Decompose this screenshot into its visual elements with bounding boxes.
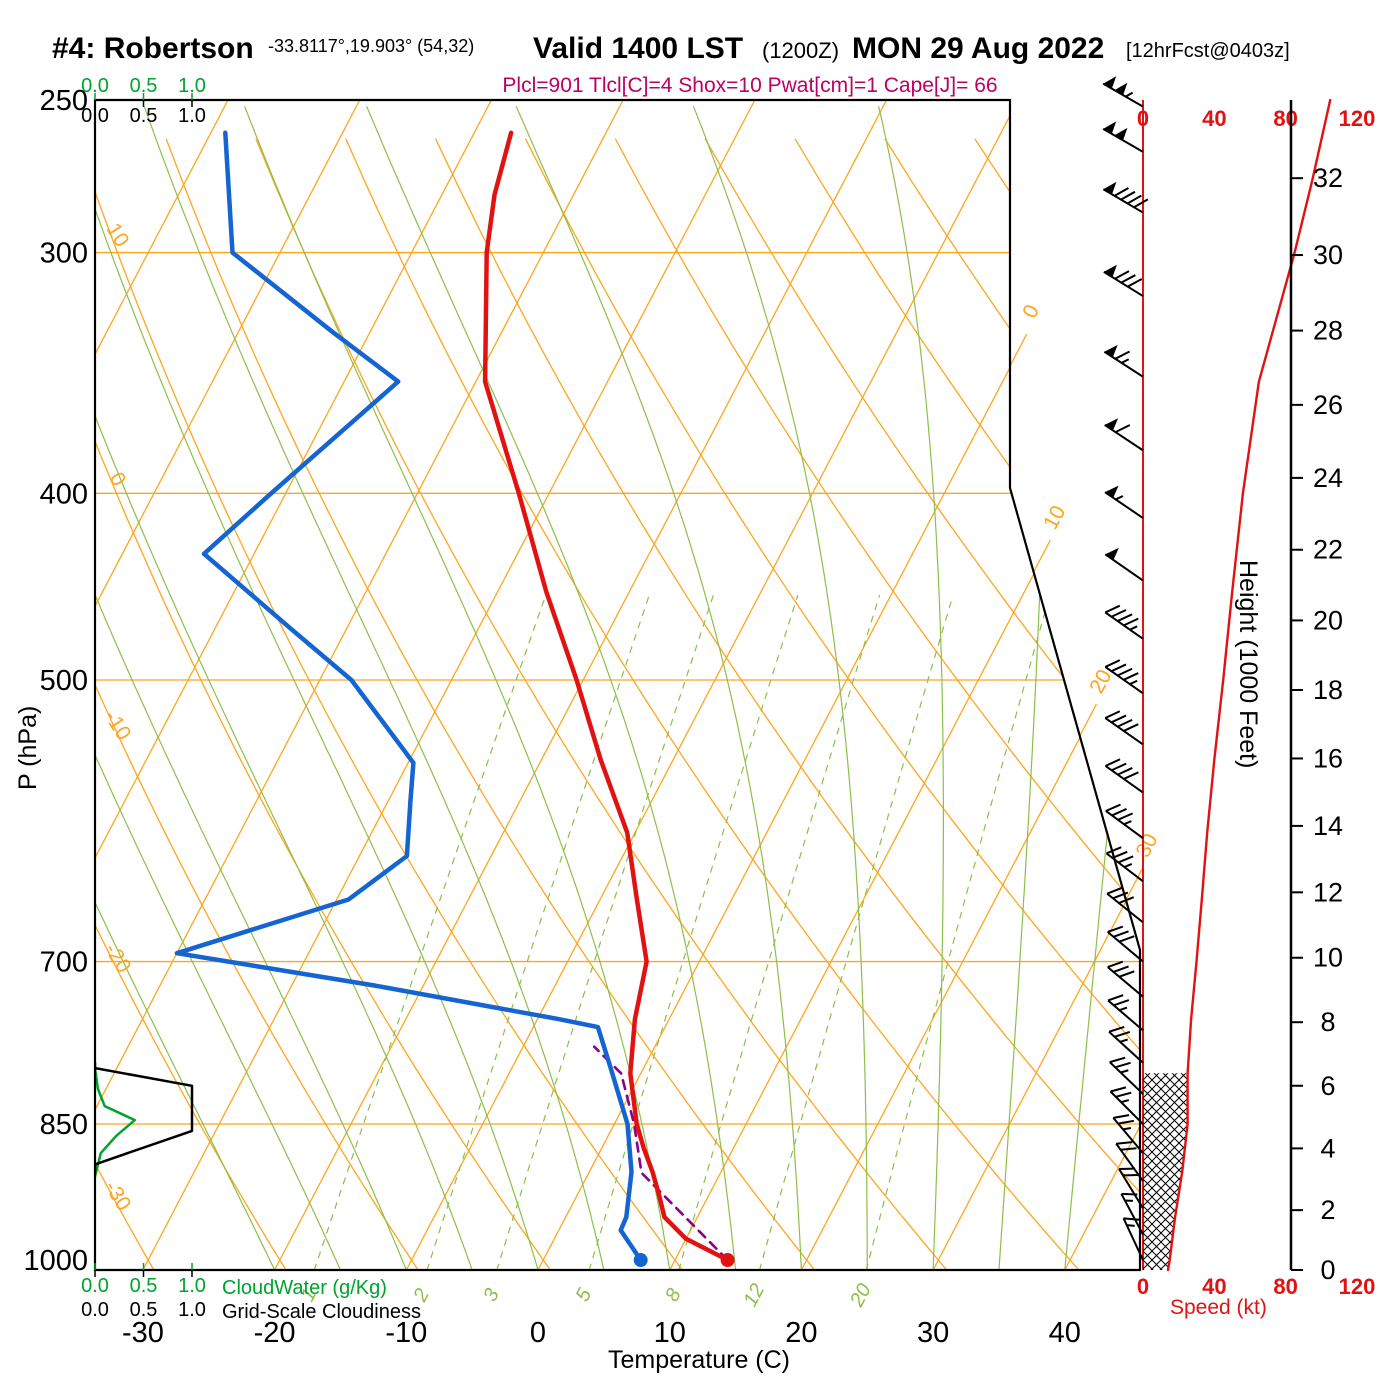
svg-text:30: 30 [917, 1317, 949, 1349]
svg-text:80: 80 [1273, 1274, 1297, 1299]
svg-text:-10: -10 [385, 1317, 427, 1349]
svg-text:0: 0 [1018, 301, 1044, 322]
svg-text:40: 40 [1202, 106, 1226, 131]
svg-text:4: 4 [1320, 1133, 1335, 1163]
svg-text:500: 500 [40, 665, 88, 697]
background-grid [95, 100, 1140, 1270]
dewpoint-curve [174, 130, 643, 1263]
station-coords: -33.8117°,19.903° (54,32) [268, 36, 475, 56]
forecast-tag: [12hrFcst@0403z] [1126, 40, 1290, 62]
svg-text:250: 250 [40, 85, 88, 117]
svg-text:2: 2 [1320, 1195, 1335, 1225]
svg-text:0.5: 0.5 [130, 1299, 158, 1321]
svg-text:24: 24 [1313, 463, 1343, 493]
svg-text:10: 10 [1039, 502, 1070, 533]
svg-text:700: 700 [40, 947, 88, 979]
svg-text:12: 12 [1313, 877, 1343, 907]
svg-text:1.0: 1.0 [178, 1299, 206, 1321]
svg-text:20: 20 [785, 1317, 817, 1349]
svg-text:3: 3 [479, 1285, 504, 1305]
svg-text:12: 12 [739, 1280, 769, 1310]
speed-axis-title: Speed (kt) [1170, 1296, 1267, 1319]
svg-text:0: 0 [1137, 1274, 1149, 1299]
svg-text:40: 40 [1049, 1317, 1081, 1349]
stability-indices-line: Plcl=901 Tlcl[C]=4 Shox=10 Pwat[cm]=1 Ca… [502, 74, 998, 97]
svg-text:1.0: 1.0 [178, 105, 206, 127]
svg-text:1000: 1000 [23, 1245, 88, 1277]
svg-text:8: 8 [1320, 1007, 1335, 1037]
svg-text:5: 5 [572, 1284, 597, 1305]
svg-text:20: 20 [1313, 605, 1343, 635]
valid-zulu: (1200Z) [762, 38, 840, 63]
valid-date: MON 29 Aug 2022 [852, 32, 1105, 65]
svg-text:10: 10 [1313, 943, 1343, 973]
svg-text:1.0: 1.0 [178, 75, 206, 97]
svg-text:14: 14 [1313, 811, 1343, 841]
svg-text:10: 10 [654, 1317, 686, 1349]
svg-text:0.0: 0.0 [81, 105, 109, 127]
svg-text:120: 120 [1339, 106, 1376, 131]
wind-barbs [1102, 76, 1149, 1261]
svg-text:0: 0 [1137, 106, 1149, 131]
svg-text:850: 850 [40, 1109, 88, 1141]
svg-text:28: 28 [1313, 316, 1343, 346]
surface-dewpoint-dot [633, 1253, 648, 1268]
svg-text:22: 22 [1313, 535, 1343, 565]
low-level-wind-hatch [1143, 1073, 1188, 1270]
pressure-axis-title: P (hPa) [14, 705, 42, 790]
temperature-curve [482, 130, 730, 1263]
station-title: #4: Robertson [52, 32, 254, 65]
svg-text:18: 18 [1313, 675, 1343, 705]
svg-text:0: 0 [1320, 1255, 1335, 1285]
svg-text:0.5: 0.5 [130, 75, 158, 97]
svg-text:8: 8 [661, 1285, 686, 1305]
svg-text:0.0: 0.0 [81, 75, 109, 97]
height-axis-title: Height (1000 Feet) [1234, 560, 1262, 769]
svg-text:20: 20 [846, 1280, 876, 1311]
temperature-axis-title: Temperature (C) [608, 1346, 790, 1374]
svg-text:0.0: 0.0 [81, 1275, 109, 1297]
svg-text:300: 300 [40, 238, 88, 270]
surface-temp-dot [720, 1253, 735, 1268]
cloudwater-legend: CloudWater (g/Kg) [222, 1277, 387, 1299]
svg-text:30: 30 [1313, 240, 1343, 270]
svg-text:6: 6 [1320, 1071, 1335, 1101]
svg-text:400: 400 [40, 478, 88, 510]
cloudiness-legend: Grid-Scale Cloudiness [222, 1301, 421, 1323]
svg-text:40: 40 [1202, 1274, 1226, 1299]
svg-text:80: 80 [1273, 106, 1297, 131]
svg-text:0: 0 [530, 1317, 546, 1349]
svg-text:0.5: 0.5 [130, 1275, 158, 1297]
svg-text:1.0: 1.0 [178, 1275, 206, 1297]
svg-text:0.0: 0.0 [81, 1299, 109, 1321]
svg-text:30: 30 [1131, 830, 1162, 861]
svg-text:26: 26 [1313, 390, 1343, 420]
svg-text:120: 120 [1339, 1274, 1376, 1299]
svg-text:0.5: 0.5 [130, 105, 158, 127]
valid-time: Valid 1400 LST [533, 32, 744, 65]
sounding-curves [174, 130, 735, 1268]
svg-text:16: 16 [1313, 743, 1343, 773]
svg-text:0: 0 [105, 468, 131, 490]
svg-text:32: 32 [1313, 163, 1343, 193]
svg-text:-30: -30 [122, 1317, 164, 1349]
svg-text:-10: -10 [100, 706, 136, 744]
svg-text:-20: -20 [254, 1317, 296, 1349]
